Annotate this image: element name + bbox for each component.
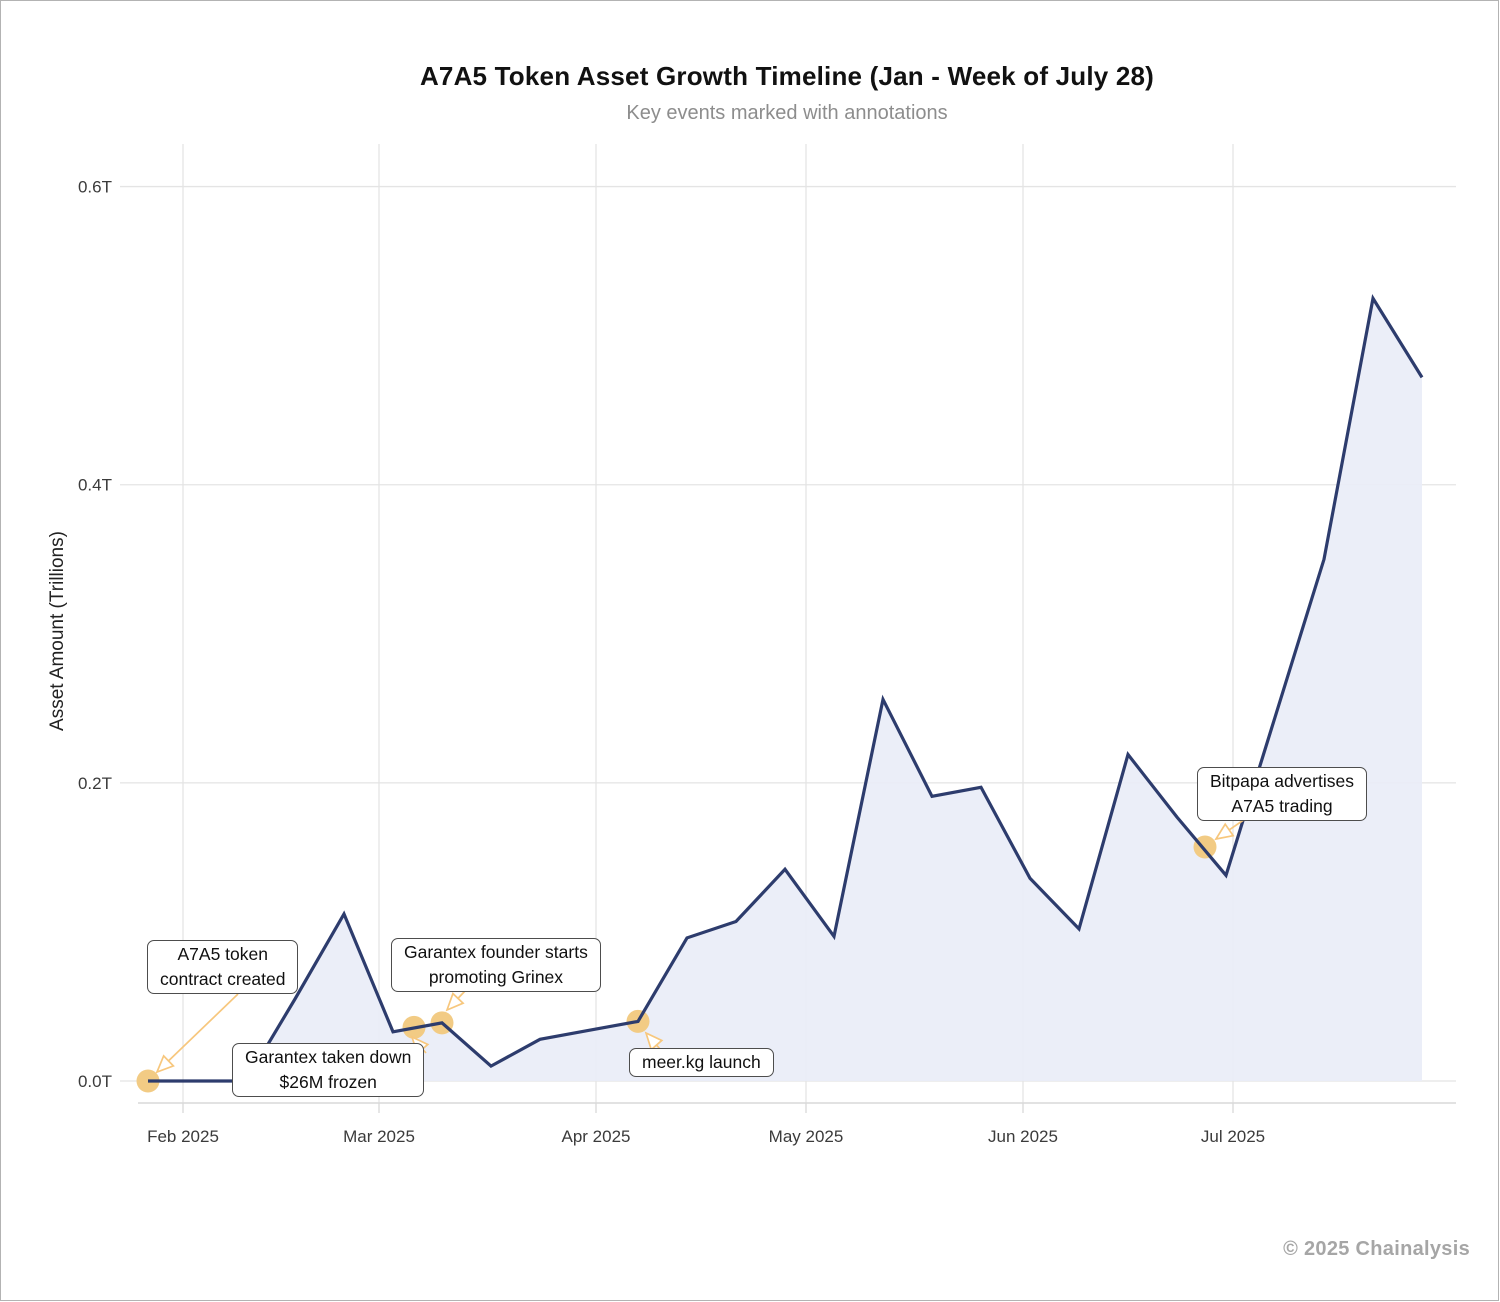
x-tick-label: Mar 2025 <box>343 1127 415 1146</box>
y-tick-label: 0.4T <box>78 476 112 495</box>
copyright-credit: © 2025 Chainalysis <box>1283 1238 1470 1260</box>
annotation-arrow-line-0 <box>167 993 239 1062</box>
annotation-box-1: Garantex taken down $26M frozen <box>232 1043 425 1097</box>
y-tick-label: 0.6T <box>78 178 112 197</box>
data-line <box>148 294 1424 1083</box>
area-fill <box>148 298 1422 1081</box>
annotation-text: $26M frozen <box>279 1071 377 1092</box>
chart-title: A7A5 Token Asset Growth Timeline (Jan - … <box>419 61 1155 91</box>
annotation-text: Garantex founder starts <box>404 942 588 962</box>
x-tick-label: Jun 2025 <box>988 1127 1058 1146</box>
annotation-text: A7A5 trading <box>1231 795 1333 816</box>
annotation-text: meer.kg launch <box>642 1052 761 1072</box>
x-tick-label: May 2025 <box>769 1127 844 1146</box>
annotation-arrow-line-2 <box>457 990 466 999</box>
x-tick-label: Jul 2025 <box>1201 1127 1265 1146</box>
x-tick-label: Apr 2025 <box>562 1127 631 1146</box>
annotation-text: Garantex taken down <box>245 1047 412 1067</box>
y-tick-label: 0.2T <box>78 774 112 793</box>
x-tick-label: Feb 2025 <box>147 1127 219 1146</box>
annotation-box-0: A7A5 token contract created <box>147 940 299 994</box>
annotation-text: Bitpapa advertises <box>1210 771 1354 791</box>
annotation-arrowhead-0 <box>155 1054 175 1074</box>
annotation-text: contract created <box>160 968 286 989</box>
annotation-arrowhead-3 <box>644 1031 664 1052</box>
annotation-box-3: meer.kg launch <box>629 1048 774 1077</box>
chart-subtitle: Key events marked with annotations <box>626 102 948 124</box>
y-tick-label: 0.0T <box>78 1072 112 1091</box>
annotation-arrowhead-2 <box>445 992 465 1012</box>
annotation-arrow-line-4 <box>1228 818 1246 831</box>
annotation-arrowhead-4 <box>1214 822 1235 841</box>
annotation-box-2: Garantex founder starts promoting Grinex <box>391 938 601 992</box>
annotation-text: promoting Grinex <box>428 966 564 987</box>
annotation-text: A7A5 token <box>177 944 268 964</box>
annotation-box-4: Bitpapa advertises A7A5 trading <box>1197 767 1367 821</box>
